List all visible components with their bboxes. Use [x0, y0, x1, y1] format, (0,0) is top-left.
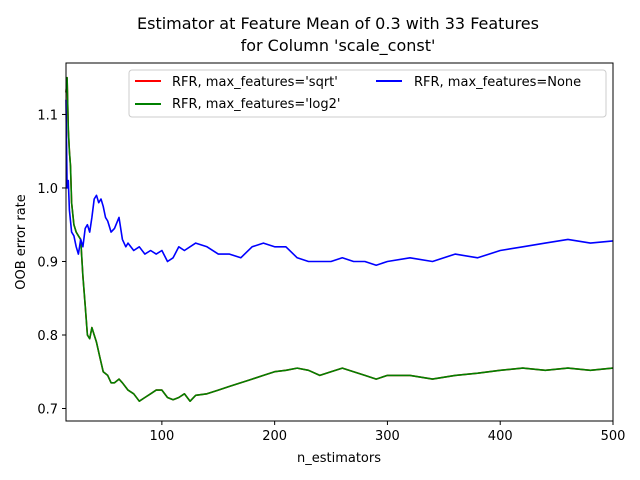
series-line-none — [65, 99, 614, 267]
x-tick-label: 100 — [149, 429, 174, 444]
x-tick-label: 500 — [601, 429, 626, 444]
y-axis-ticks: 0.7 0.8 0.9 1.0 1.1 — [37, 108, 66, 418]
y-tick-label: 0.9 — [37, 255, 58, 270]
y-tick-label: 0.8 — [37, 329, 58, 344]
y-tick-label: 1.1 — [37, 108, 58, 123]
legend-label-log2: RFR, max_features='log2' — [172, 97, 340, 112]
plot-frame — [65, 62, 614, 422]
x-axis-ticks: 100 200 300 400 500 — [149, 421, 625, 444]
legend-label-none: RFR, max_features=None — [414, 75, 581, 90]
x-tick-label: 200 — [262, 429, 287, 444]
y-tick-label: 1.0 — [37, 182, 58, 197]
y-axis-label: OOB error rate — [14, 194, 29, 290]
series-line-log2 — [65, 76, 614, 403]
series-group — [65, 76, 614, 403]
y-tick-label: 0.7 — [37, 403, 58, 418]
x-tick-label: 300 — [375, 429, 400, 444]
x-axis-label: n_estimators — [297, 451, 381, 466]
x-tick-label: 400 — [488, 429, 513, 444]
chart-title-line-2: for Column 'scale_const' — [241, 36, 436, 56]
plot-area — [65, 62, 614, 422]
legend: RFR, max_features='sqrt' RFR, max_featur… — [128, 69, 607, 118]
legend-label-sqrt: RFR, max_features='sqrt' — [172, 75, 338, 90]
chart-title-line-1: Estimator at Feature Mean of 0.3 with 33… — [137, 14, 539, 33]
legend-box — [128, 69, 607, 118]
